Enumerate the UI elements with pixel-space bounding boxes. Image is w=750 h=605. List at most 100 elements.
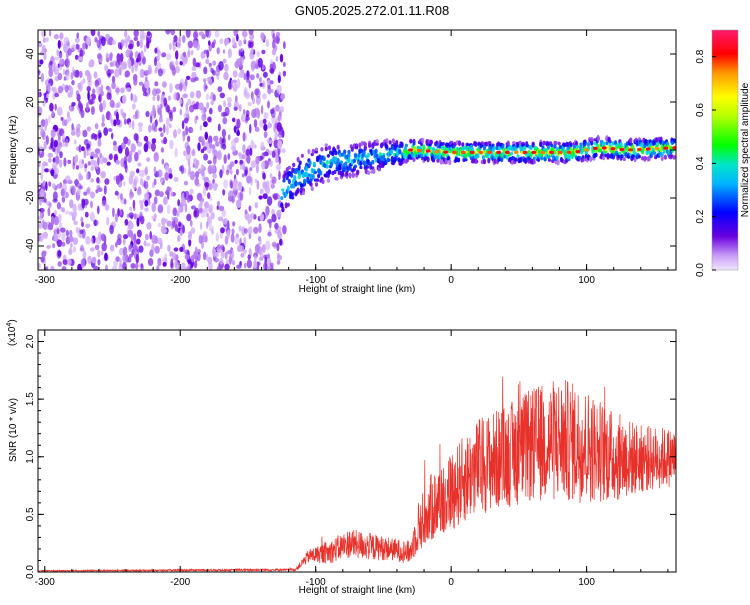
spectrogram-noise-speck: [169, 42, 172, 51]
spectrogram-noise-speck: [80, 216, 84, 223]
spectrogram-noise-speck: [104, 204, 110, 211]
spectrogram-noise-speck: [187, 40, 194, 49]
spectrogram-noise-speck: [187, 197, 190, 203]
spectrogram-noise-speck: [107, 128, 113, 132]
spectrogram-noise-speck: [52, 191, 58, 202]
spectrogram-line-peak: [672, 146, 676, 150]
spectrogram-signal-speck: [291, 195, 295, 200]
spectrogram-line-peak: [408, 148, 413, 152]
spectrogram-noise-speck: [216, 205, 219, 210]
spectrogram-noise-speck: [61, 266, 67, 270]
spectrogram-noise-speck: [207, 116, 212, 123]
spectrogram-noise-speck: [49, 102, 54, 112]
spectrogram-signal-speck: [314, 182, 319, 187]
spectrogram-noise-speck: [74, 139, 77, 145]
spectrogram-noise-speck: [111, 75, 116, 84]
spectrogram-noise-speck: [208, 142, 213, 149]
spectrogram-noise-speck: [146, 157, 151, 162]
spectrogram-noise-speck: [153, 152, 159, 162]
spectrogram-noise-speck: [203, 66, 208, 75]
spectrogram-line-peak: [513, 150, 519, 154]
spectrogram-noise-speck: [113, 259, 118, 267]
spectrogram-noise-speck: [166, 53, 172, 61]
spectrogram-y-tick-label: -20: [25, 190, 36, 205]
spectrogram-noise-speck: [216, 200, 221, 207]
spectrogram-signal-speck: [505, 154, 509, 160]
spectrogram-noise-speck: [245, 76, 250, 83]
spectrogram-noise-speck: [227, 229, 230, 240]
spectrogram-noise-speck: [173, 176, 179, 182]
spectrogram-noise-speck: [60, 188, 65, 197]
spectrogram-noise-speck: [117, 101, 121, 108]
spectrogram-noise-speck: [140, 263, 144, 269]
spectrogram-noise-speck: [177, 128, 182, 135]
spectrogram-noise-speck: [277, 131, 283, 139]
spectrogram-signal-speck: [482, 158, 487, 165]
spectrogram-noise-speck: [154, 235, 158, 244]
spectrogram-noise-speck: [142, 91, 148, 97]
spectrogram-noise-speck: [111, 266, 118, 270]
spectrogram-noise-speck: [149, 115, 153, 124]
spectrogram-noise-speck: [126, 87, 131, 93]
spectrogram-noise-speck: [101, 200, 107, 207]
spectrogram-noise-speck: [222, 49, 226, 54]
spectrogram-noise-speck: [61, 232, 66, 242]
spectrogram-noise-speck: [128, 212, 134, 219]
spectrogram-noise-speck: [157, 257, 162, 267]
spectrogram-signal-speck: [412, 157, 416, 162]
spectrogram-signal-speck: [540, 153, 544, 158]
spectrogram-noise-speck: [109, 244, 115, 252]
spectrogram-noise-speck: [123, 118, 127, 125]
spectrogram-noise-speck: [179, 228, 183, 237]
snr-multiplier-exponent: 4: [6, 323, 13, 327]
spectrogram-noise-speck: [100, 250, 104, 256]
spectrogram-signal-speck: [372, 168, 376, 174]
spectrogram-y-tick-label: 20: [25, 96, 36, 108]
spectrogram-noise-speck: [101, 122, 105, 127]
spectrogram-noise-speck: [163, 123, 166, 134]
spectrogram-noise-speck: [200, 200, 204, 206]
spectrogram-noise-speck: [269, 80, 274, 85]
spectrogram-noise-speck: [169, 251, 174, 257]
spectrogram-noise-speck: [48, 157, 52, 163]
spectrogram-noise-speck: [87, 161, 92, 166]
spectrogram-signal-speck: [426, 156, 430, 163]
spectrogram-noise-speck: [139, 178, 144, 186]
spectrogram-noise-speck: [91, 256, 97, 264]
spectrogram-noise-speck: [186, 145, 191, 155]
spectrogram-noise-speck: [146, 175, 150, 181]
snr-background: [38, 330, 676, 572]
spectrogram-signal-speck: [363, 142, 367, 147]
spectrogram-noise-speck: [86, 85, 91, 92]
spectrogram-noise-speck: [169, 139, 174, 150]
spectrogram-noise-speck: [247, 226, 253, 235]
spectrogram-noise-speck: [124, 218, 129, 226]
spectrogram-noise-speck: [163, 97, 168, 107]
spectrogram-noise-speck: [139, 215, 145, 225]
spectrogram-noise-speck: [113, 119, 117, 127]
spectrogram-noise-speck: [136, 141, 143, 147]
spectrogram-noise-speck: [80, 244, 84, 251]
spectrogram-noise-speck: [100, 84, 104, 93]
spectrogram-line-peak: [460, 150, 466, 154]
spectrogram-signal-speck: [294, 180, 298, 187]
spectrogram-noise-speck: [162, 261, 167, 267]
spectrogram-noise-speck: [98, 86, 102, 93]
spectrogram-signal-speck: [395, 143, 399, 148]
spectrogram-line-peak: [566, 150, 572, 154]
spectrogram-noise-speck: [54, 92, 59, 98]
spectrogram-noise-speck: [223, 179, 229, 189]
spectrogram-signal-speck: [324, 146, 328, 151]
spectrogram-line-peak: [443, 150, 449, 154]
spectrogram-noise-speck: [130, 222, 134, 230]
spectrogram-noise-speck: [214, 30, 220, 38]
spectrogram-noise-speck: [172, 44, 176, 52]
spectrogram-noise-speck: [65, 118, 69, 124]
spectrogram-noise-speck: [93, 219, 97, 227]
spectrogram-signal-speck: [287, 165, 291, 170]
spectrogram-noise-speck: [114, 190, 119, 196]
spectrogram-signal-speck: [333, 169, 337, 175]
spectrogram-noise-speck: [269, 108, 275, 115]
spectrogram-noise-speck: [97, 187, 103, 192]
spectrogram-noise-speck: [153, 166, 157, 174]
